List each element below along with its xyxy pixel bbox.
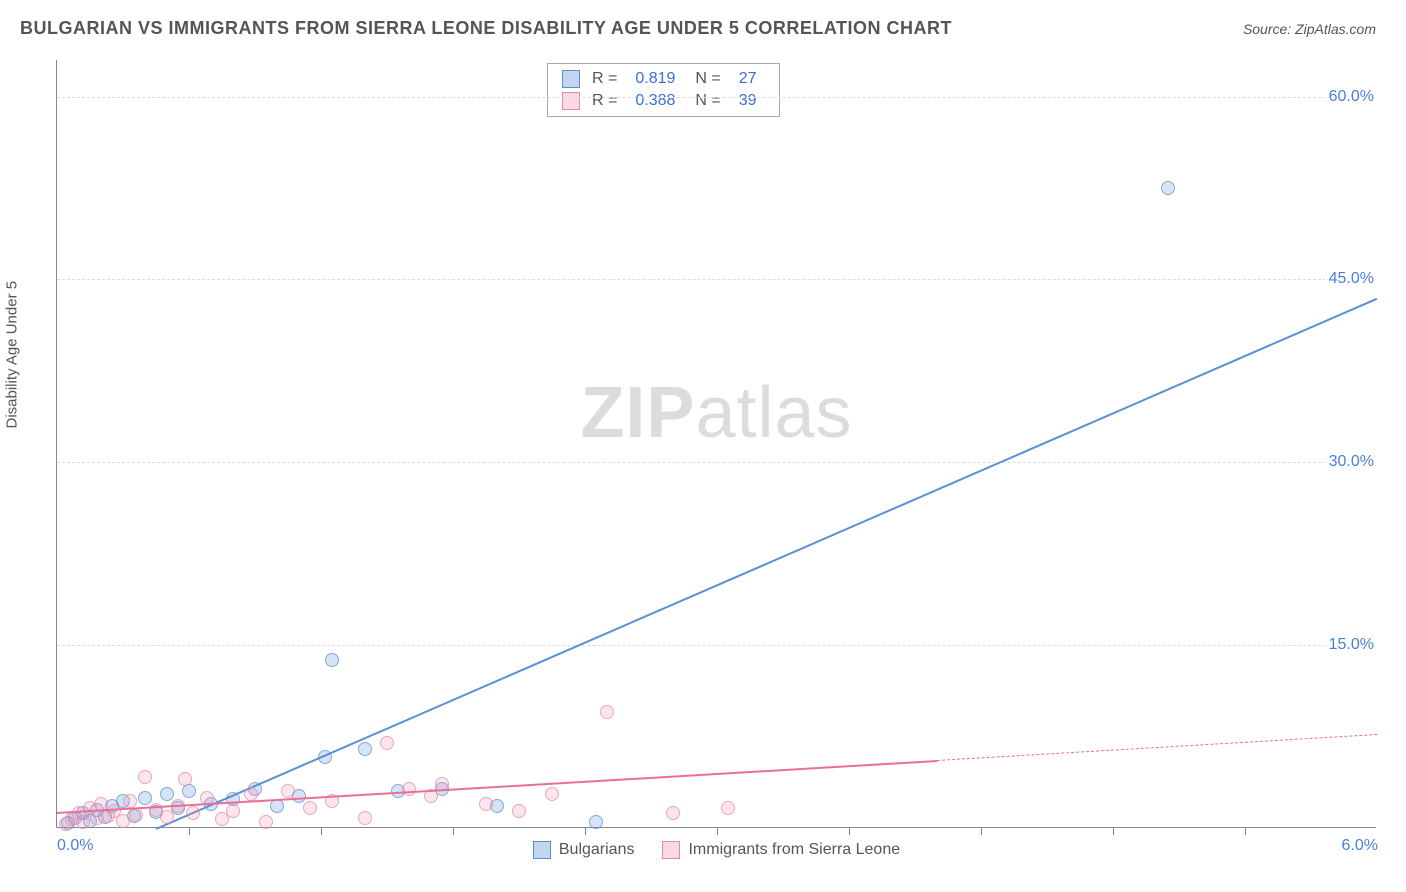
data-point	[600, 705, 614, 719]
data-point	[380, 736, 394, 750]
x-tick	[1113, 827, 1114, 835]
swatch-icon	[562, 92, 580, 110]
data-point	[160, 810, 174, 824]
x-tick	[849, 827, 850, 835]
data-point	[76, 815, 90, 829]
data-point	[259, 815, 273, 829]
data-point	[178, 772, 192, 786]
data-point	[1161, 181, 1175, 195]
data-point	[303, 801, 317, 815]
data-point	[116, 814, 130, 828]
gridline	[57, 279, 1376, 280]
gridline	[57, 97, 1376, 98]
data-point	[244, 787, 258, 801]
swatch-icon	[533, 841, 551, 859]
data-point	[138, 770, 152, 784]
data-point	[666, 806, 680, 820]
x-tick	[717, 827, 718, 835]
data-point	[138, 791, 152, 805]
data-point	[512, 804, 526, 818]
scatter-plot: ZIPatlas R = 0.819 N = 27 R = 0.388 N = …	[56, 60, 1376, 828]
r-value: 0.388	[635, 92, 675, 110]
trend-line	[937, 734, 1377, 761]
legend-item-bulgarians: Bulgarians	[533, 841, 635, 859]
source-attribution: Source: ZipAtlas.com	[1243, 21, 1376, 37]
data-point	[182, 784, 196, 798]
y-tick-label: 15.0%	[1325, 634, 1378, 656]
x-tick	[189, 827, 190, 835]
data-point	[281, 784, 295, 798]
stat-row-bulgarians: R = 0.819 N = 27	[562, 68, 765, 90]
chart-title: BULGARIAN VS IMMIGRANTS FROM SIERRA LEON…	[20, 18, 952, 39]
legend-label: Immigrants from Sierra Leone	[688, 841, 900, 859]
legend-label: Bulgarians	[559, 841, 635, 859]
data-point	[325, 653, 339, 667]
data-point	[129, 808, 143, 822]
r-label: R =	[592, 70, 617, 88]
swatch-icon	[662, 841, 680, 859]
swatch-icon	[562, 70, 580, 88]
data-point	[160, 787, 174, 801]
data-point	[226, 804, 240, 818]
n-value: 27	[739, 70, 757, 88]
gridline	[57, 645, 1376, 646]
n-value: 39	[739, 92, 757, 110]
gridline	[57, 462, 1376, 463]
x-tick	[453, 827, 454, 835]
data-point	[358, 811, 372, 825]
legend: Bulgarians Immigrants from Sierra Leone	[57, 841, 1376, 859]
y-tick-label: 30.0%	[1325, 451, 1378, 473]
y-tick-label: 45.0%	[1325, 268, 1378, 290]
x-tick	[981, 827, 982, 835]
x-tick	[1245, 827, 1246, 835]
n-label: N =	[695, 70, 720, 88]
trend-line	[156, 298, 1378, 830]
x-tick	[321, 827, 322, 835]
y-tick-label: 60.0%	[1325, 86, 1378, 108]
r-label: R =	[592, 92, 617, 110]
legend-item-sierra-leone: Immigrants from Sierra Leone	[662, 841, 900, 859]
data-point	[123, 794, 137, 808]
data-point	[545, 787, 559, 801]
watermark: ZIPatlas	[580, 372, 852, 454]
correlation-stats-box: R = 0.819 N = 27 R = 0.388 N = 39	[547, 63, 780, 117]
x-tick	[585, 827, 586, 835]
data-point	[479, 797, 493, 811]
r-value: 0.819	[635, 70, 675, 88]
y-axis-title: Disability Age Under 5	[4, 281, 21, 429]
data-point	[721, 801, 735, 815]
stat-row-sierra-leone: R = 0.388 N = 39	[562, 90, 765, 112]
data-point	[186, 806, 200, 820]
n-label: N =	[695, 92, 720, 110]
data-point	[402, 782, 416, 796]
data-point	[589, 815, 603, 829]
data-point	[358, 742, 372, 756]
